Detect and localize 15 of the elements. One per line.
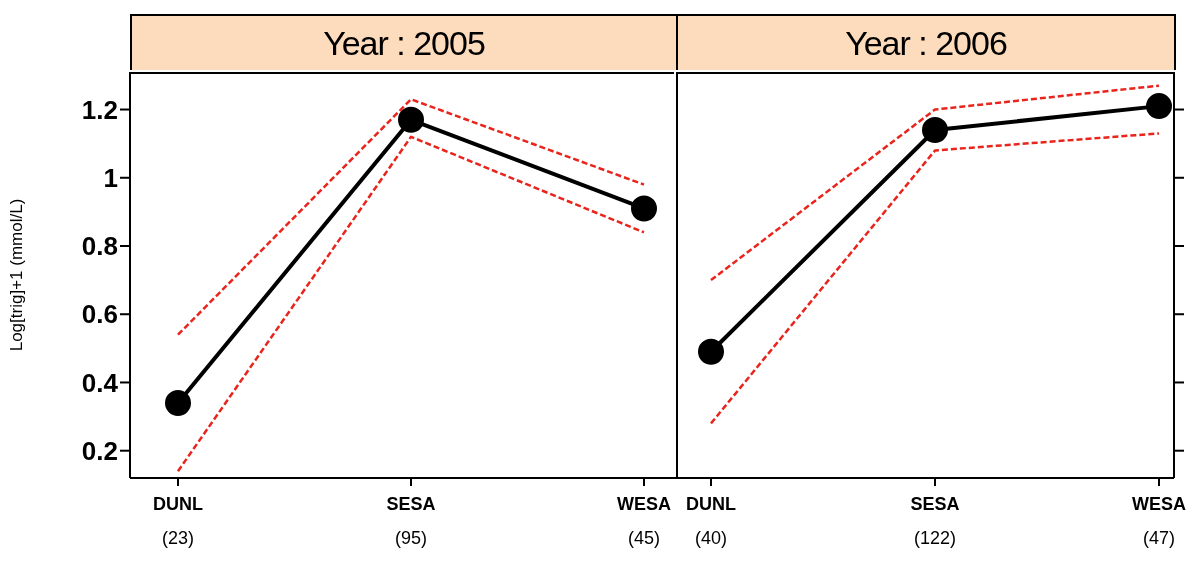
chart-title: Year : 2005: [130, 14, 678, 70]
y-tick-label: 0.8: [81, 231, 118, 262]
x-tick-label: SESA (95): [386, 494, 436, 548]
y-tick-label: 0.2: [81, 435, 118, 466]
y-tick-label: 1.2: [81, 94, 118, 125]
x-tick-label: DUNL (40): [686, 494, 736, 548]
x-tick-label: WESA (45): [617, 494, 671, 548]
x-tick-label: SESA (122): [910, 494, 960, 548]
x-tick-label: DUNL (23): [153, 494, 203, 548]
y-tick-label: 0.6: [81, 299, 118, 330]
x-tick-label: WESA (47): [1132, 494, 1186, 548]
y-tick-label: 1: [103, 162, 118, 193]
y-axis-title: Log[trig]+1 (mmol/L): [7, 198, 27, 352]
chart-title: Year : 2006: [676, 14, 1176, 70]
y-tick-label: 0.4: [81, 367, 119, 398]
